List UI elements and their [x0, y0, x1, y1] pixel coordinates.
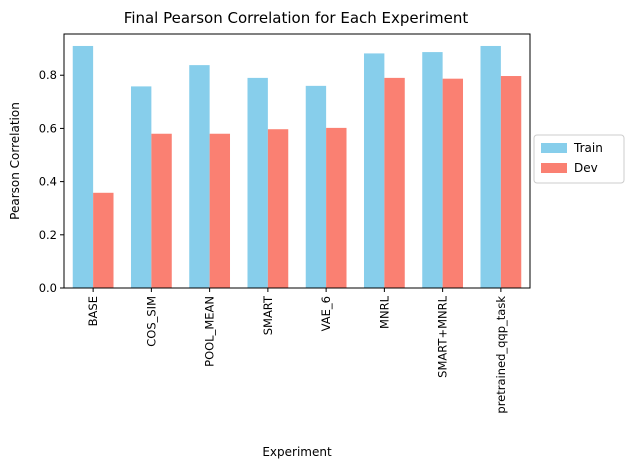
x-tick-label: SMART+MNRL [436, 295, 450, 377]
y-tick-label: 0.8 [39, 68, 57, 82]
bar-dev-pretrained-qqp-task [500, 76, 522, 288]
legend: Train Dev [533, 134, 625, 184]
plot-frame [63, 33, 531, 289]
bar-train-smart-mnrl [422, 52, 443, 289]
x-tick-label: POOL_MEAN [203, 296, 217, 367]
y-axis-label: Pearson Correlation [8, 102, 22, 220]
bar-dev-base [93, 192, 114, 288]
y-tick-label: 0.0 [39, 281, 57, 295]
bar-train-base [72, 45, 94, 289]
bar-train-vae-6 [305, 85, 327, 288]
bar-dev-vae-6 [326, 127, 347, 289]
bar-train-pretrained-qqp-task [480, 45, 501, 289]
x-tick-label: BASE [86, 296, 100, 326]
bar-train-mnrl [363, 53, 385, 288]
bar-dev-mnrl [384, 77, 405, 288]
y-tick-label: 0.2 [39, 228, 57, 242]
x-tick-label: pretrained_qqp_task [494, 296, 508, 414]
x-axis-label: Experiment [262, 445, 332, 459]
y-axis: 0.0 0.2 0.4 0.6 0.8 [39, 68, 64, 295]
bar-train-pool-mean [189, 65, 210, 289]
x-tick-label: SMART [261, 295, 275, 335]
legend-label-dev: Dev [574, 161, 598, 175]
x-tick-label: VAE_6 [319, 296, 333, 331]
x-tick-label: MNRL [377, 295, 391, 329]
bar-train-smart [247, 77, 268, 288]
bars-group [72, 45, 522, 289]
y-tick-label: 0.4 [39, 175, 57, 189]
x-axis: BASE COS_SIM POOL_MEAN SMART VAE_6 MNRL SMART+… [86, 288, 508, 414]
bar-dev-smart [267, 129, 289, 288]
legend-swatch-train [541, 143, 567, 153]
legend-label-train: Train [573, 141, 603, 155]
bar-dev-smart-mnrl [442, 78, 464, 288]
legend-swatch-dev [541, 163, 567, 173]
y-tick-label: 0.6 [39, 121, 57, 135]
bar-train-cos-sim [130, 86, 152, 288]
bar-dev-cos-sim [151, 133, 172, 288]
bar-dev-pool-mean [209, 133, 231, 288]
chart-title: Final Pearson Correlation for Each Exper… [124, 9, 469, 27]
x-tick-label: COS_SIM [144, 296, 158, 347]
